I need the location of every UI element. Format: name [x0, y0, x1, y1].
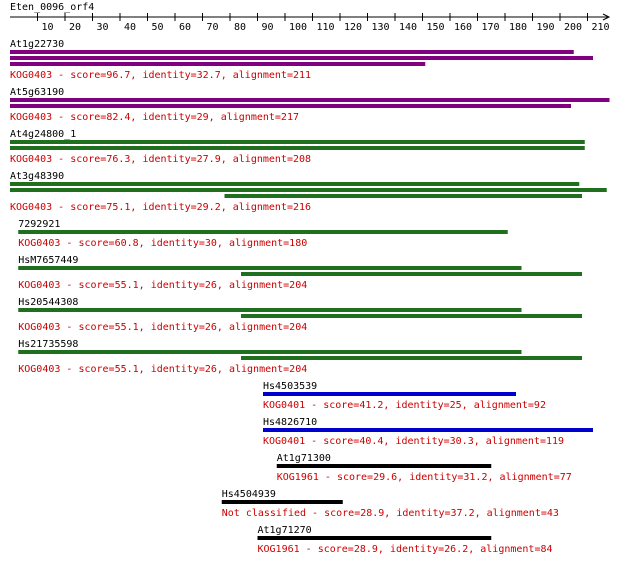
hit-label: KOG0403 - score=75.1, identity=29.2, ali…: [10, 202, 311, 213]
ruler-tick-label: 40: [124, 22, 136, 33]
ruler-tick-label: 80: [234, 22, 246, 33]
ruler-tick-label: 150: [427, 22, 445, 33]
alignment-bar: [18, 230, 508, 234]
ruler-tick-label: 210: [592, 22, 610, 33]
ruler-tick-label: 20: [69, 22, 81, 33]
hit-label: KOG0403 - score=55.1, identity=26, align…: [18, 322, 307, 333]
hit-name: Hs20544308: [18, 297, 78, 308]
alignment-bar: [18, 350, 522, 354]
ruler-tick-label: 140: [399, 22, 417, 33]
ruler-tick-label: 160: [454, 22, 472, 33]
hit-name: At1g22730: [10, 39, 64, 50]
hit-name: At3g48390: [10, 171, 64, 182]
alignment-bar: [263, 392, 516, 396]
alignment-bar: [221, 500, 343, 504]
ruler-tick-label: 10: [42, 22, 54, 33]
ruler-tick-label: 110: [317, 22, 335, 33]
ruler-tick-label: 130: [372, 22, 390, 33]
ruler-tick-label: 200: [564, 22, 582, 33]
hit-name: Hs21735598: [18, 339, 78, 350]
alignment-bar: [241, 272, 582, 276]
alignment-bar: [18, 266, 522, 270]
hit-label: KOG0403 - score=76.3, identity=27.9, ali…: [10, 154, 311, 165]
alignment-bar: [10, 50, 574, 54]
hit-label: KOG0403 - score=96.7, identity=32.7, ali…: [10, 70, 311, 81]
alignment-bar: [224, 194, 582, 198]
ruler-tick-label: 120: [344, 22, 362, 33]
ruler-tick-label: 70: [207, 22, 219, 33]
query-title: Eten_0096_orf4: [10, 2, 94, 13]
hit-name: Hs4826710: [263, 417, 317, 428]
ruler-tick-label: 180: [509, 22, 527, 33]
alignment-bar: [241, 314, 582, 318]
alignment-bar: [10, 62, 426, 66]
hit-name: At4g24800_1: [10, 129, 76, 140]
ruler-tick-label: 190: [537, 22, 555, 33]
ruler-tick-label: 60: [179, 22, 191, 33]
alignment-bar: [18, 308, 522, 312]
hit-label: KOG0403 - score=82.4, identity=29, align…: [10, 112, 299, 123]
hit-label: KOG1961 - score=28.9, identity=26.2, ali…: [258, 544, 553, 555]
ruler-tick-label: 50: [152, 22, 164, 33]
hit-name: 7292921: [18, 219, 60, 230]
alignment-bar: [263, 428, 593, 432]
alignment-bar: [10, 140, 585, 144]
ruler-tick-label: 90: [262, 22, 274, 33]
hit-label: KOG0403 - score=55.1, identity=26, align…: [18, 280, 307, 291]
hit-label: KOG0403 - score=55.1, identity=26, align…: [18, 364, 307, 375]
ruler-tick-label: 30: [97, 22, 109, 33]
alignment-bar: [10, 182, 580, 186]
alignment-bar: [10, 98, 610, 102]
alignment-bar: [10, 56, 593, 60]
hit-name: At1g71300: [277, 453, 331, 464]
hit-name: Hs4503539: [263, 381, 317, 392]
hit-label: KOG0403 - score=60.8, identity=30, align…: [18, 238, 307, 249]
alignment-bar: [257, 536, 492, 540]
ruler-arrow: [602, 13, 611, 21]
alignment-bar: [10, 188, 607, 192]
hit-name: At1g71270: [258, 525, 312, 536]
hit-label: KOG0401 - score=41.2, identity=25, align…: [263, 400, 546, 411]
ruler-tick-label: 100: [289, 22, 307, 33]
hit-name: HsM7657449: [18, 255, 78, 266]
hit-name: Hs4504939: [222, 489, 276, 500]
hit-label: Not classified - score=28.9, identity=37…: [222, 508, 559, 519]
alignment-bar: [276, 464, 492, 468]
ruler-tick-label: 170: [482, 22, 500, 33]
alignment-bar: [241, 356, 582, 360]
alignment-bar: [10, 146, 585, 150]
hit-label: KOG0401 - score=40.4, identity=30.3, ali…: [263, 436, 564, 447]
hit-name: At5g63190: [10, 87, 64, 98]
hit-label: KOG1961 - score=29.6, identity=31.2, ali…: [277, 472, 572, 483]
alignment-bar: [10, 104, 571, 108]
